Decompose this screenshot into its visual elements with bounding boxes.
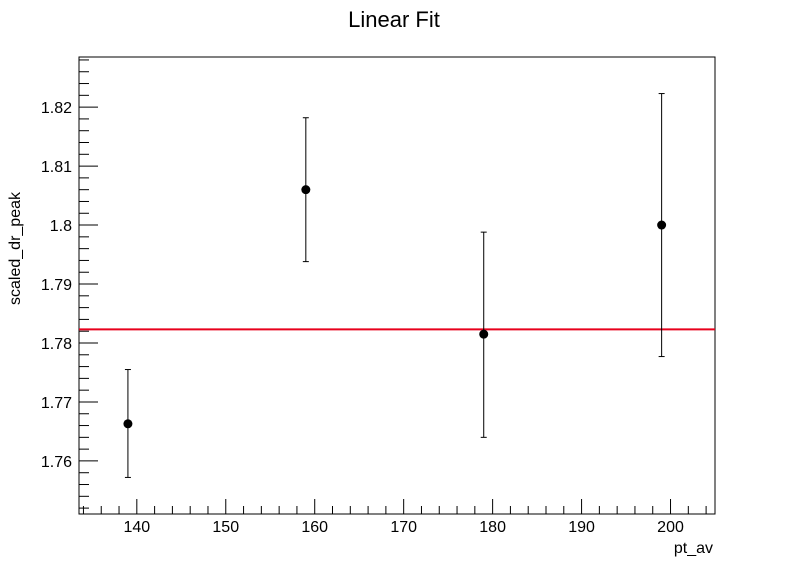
error-bars <box>124 93 665 478</box>
x-tick-label: 180 <box>479 519 506 536</box>
y-axis-label: scaled_dr_peak <box>7 191 24 305</box>
data-point <box>123 419 133 429</box>
data-point <box>479 329 489 339</box>
data-point <box>301 185 311 195</box>
data-points <box>123 185 667 429</box>
x-axis-ticks <box>82 499 707 514</box>
y-tick-label: 1.79 <box>41 277 72 294</box>
y-tick-label: 1.77 <box>41 395 72 412</box>
x-tick-label: 190 <box>568 519 595 536</box>
x-tick-label: 150 <box>212 519 239 536</box>
x-tick-label: 170 <box>390 519 417 536</box>
y-tick-label: 1.82 <box>41 100 72 117</box>
data-point <box>657 220 667 230</box>
y-axis-ticks <box>79 59 98 509</box>
y-tick-label: 1.78 <box>41 336 72 353</box>
x-axis-label: pt_av <box>674 540 713 557</box>
x-tick-label: 200 <box>657 519 684 536</box>
y-axis-tick-labels: 1.76 1.77 1.78 1.79 1.8 1.81 1.82 <box>41 100 72 471</box>
x-axis-tick-labels: 140 150 160 170 180 190 200 <box>123 519 684 536</box>
y-tick-label: 1.8 <box>50 218 72 235</box>
plot-frame <box>78 56 716 515</box>
y-tick-label: 1.76 <box>41 454 72 471</box>
x-tick-label: 160 <box>301 519 328 536</box>
y-tick-label: 1.81 <box>41 159 72 176</box>
x-tick-label: 140 <box>123 519 150 536</box>
chart-title: Linear Fit <box>348 7 440 32</box>
